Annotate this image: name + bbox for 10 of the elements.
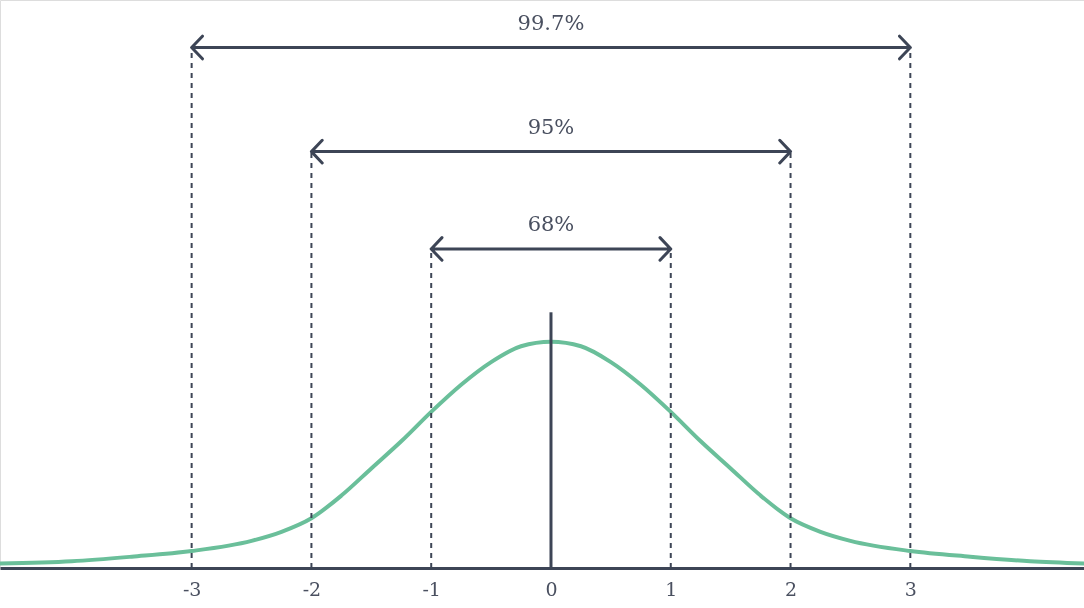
- text: 99.7%: [517, 10, 585, 35]
- text: 68%: [527, 211, 575, 236]
- x-tick-label: 0: [545, 577, 558, 600]
- x-tick-label: 1: [665, 577, 678, 600]
- x-tick-label: -1: [422, 577, 441, 600]
- x-tick-label: -2: [302, 577, 322, 600]
- x-tick-label: -3: [182, 577, 202, 600]
- x-tick-label: 3: [904, 577, 917, 600]
- x-tick-label: 2: [784, 577, 798, 600]
- text: 95%: [527, 114, 575, 139]
